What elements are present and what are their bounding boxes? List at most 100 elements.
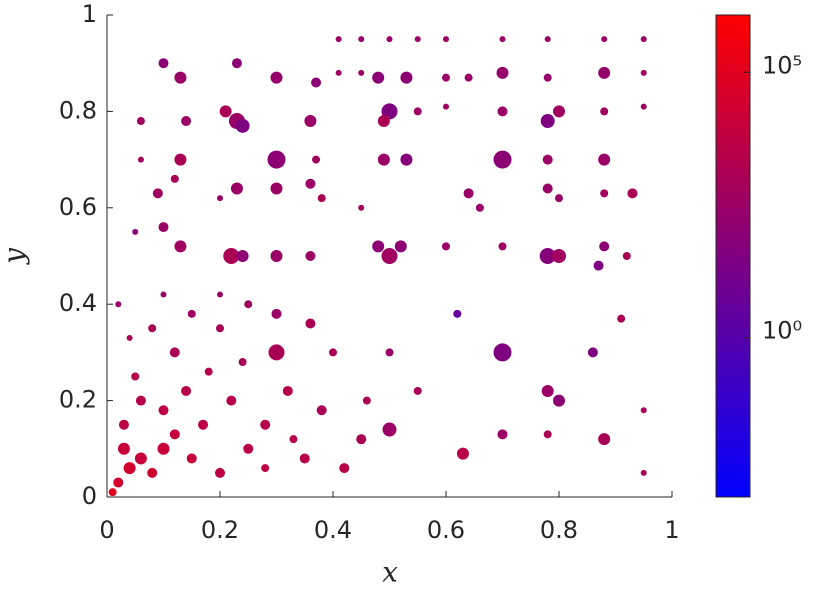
point	[442, 242, 450, 251]
point	[394, 240, 407, 253]
y-tick-label: 0.8	[59, 96, 97, 124]
point	[493, 150, 512, 169]
point	[497, 106, 508, 117]
point	[126, 334, 133, 341]
point	[181, 385, 192, 396]
point	[552, 249, 566, 263]
point	[174, 240, 187, 253]
point	[329, 348, 337, 357]
point	[386, 36, 393, 43]
point	[147, 467, 158, 478]
point	[339, 463, 350, 474]
colorbar	[715, 14, 751, 498]
point	[443, 103, 449, 110]
point	[640, 469, 647, 476]
point	[169, 347, 180, 358]
point	[117, 442, 130, 455]
point	[453, 309, 462, 318]
point	[136, 117, 145, 126]
point	[244, 300, 253, 309]
point	[217, 291, 223, 298]
point	[174, 153, 187, 166]
point	[148, 324, 157, 333]
point	[640, 103, 647, 110]
point	[540, 114, 555, 129]
point	[219, 105, 232, 118]
point	[169, 429, 180, 440]
x-tick-label: 0.2	[201, 516, 239, 544]
point	[157, 442, 170, 455]
point	[152, 188, 163, 199]
point	[555, 194, 563, 203]
point	[174, 71, 187, 84]
point	[542, 154, 553, 165]
point	[475, 203, 484, 212]
point	[372, 71, 385, 84]
point	[600, 189, 609, 198]
point	[587, 347, 598, 358]
point	[622, 252, 631, 260]
colorbar-tick-label: 10⁵	[762, 51, 802, 79]
point	[400, 153, 413, 166]
point	[377, 115, 390, 128]
point	[463, 188, 474, 199]
point	[543, 430, 552, 439]
point	[270, 250, 283, 262]
point	[134, 452, 147, 465]
point	[593, 260, 604, 271]
point	[640, 36, 647, 43]
point	[158, 405, 169, 416]
x-tick-label: 0	[99, 516, 114, 544]
point	[312, 155, 321, 164]
point	[181, 116, 192, 127]
point	[299, 453, 310, 464]
point	[627, 188, 638, 199]
point	[335, 69, 342, 76]
y-tick-label: 1	[82, 0, 97, 28]
point	[170, 174, 179, 183]
point	[539, 248, 556, 264]
point	[137, 156, 144, 163]
point	[456, 447, 469, 460]
point	[158, 222, 169, 233]
point	[215, 467, 225, 478]
point	[493, 343, 512, 362]
point	[108, 488, 117, 497]
point	[289, 435, 298, 444]
points	[108, 36, 647, 497]
point	[553, 105, 565, 118]
point	[413, 386, 422, 395]
point	[385, 348, 394, 357]
point	[443, 36, 449, 43]
point	[236, 250, 249, 262]
y-tick-label: 0.2	[59, 386, 97, 414]
point	[160, 291, 167, 298]
point	[358, 69, 365, 76]
point	[135, 395, 146, 406]
point	[442, 73, 450, 82]
point	[356, 434, 367, 445]
x-tick-label: 1	[664, 516, 679, 544]
point	[158, 58, 169, 69]
point	[267, 150, 286, 169]
point	[617, 314, 626, 323]
point	[198, 419, 209, 430]
point	[382, 422, 397, 437]
point	[113, 477, 124, 488]
point	[543, 73, 552, 82]
x-axis-label: x	[382, 556, 398, 589]
point	[204, 367, 213, 376]
point	[414, 36, 421, 43]
point	[260, 419, 271, 430]
point	[464, 73, 473, 82]
point	[270, 182, 283, 195]
point	[317, 194, 326, 203]
point	[640, 69, 647, 76]
point	[235, 118, 250, 133]
point	[358, 36, 365, 43]
point	[496, 66, 509, 79]
point	[598, 66, 611, 79]
point	[381, 248, 398, 264]
